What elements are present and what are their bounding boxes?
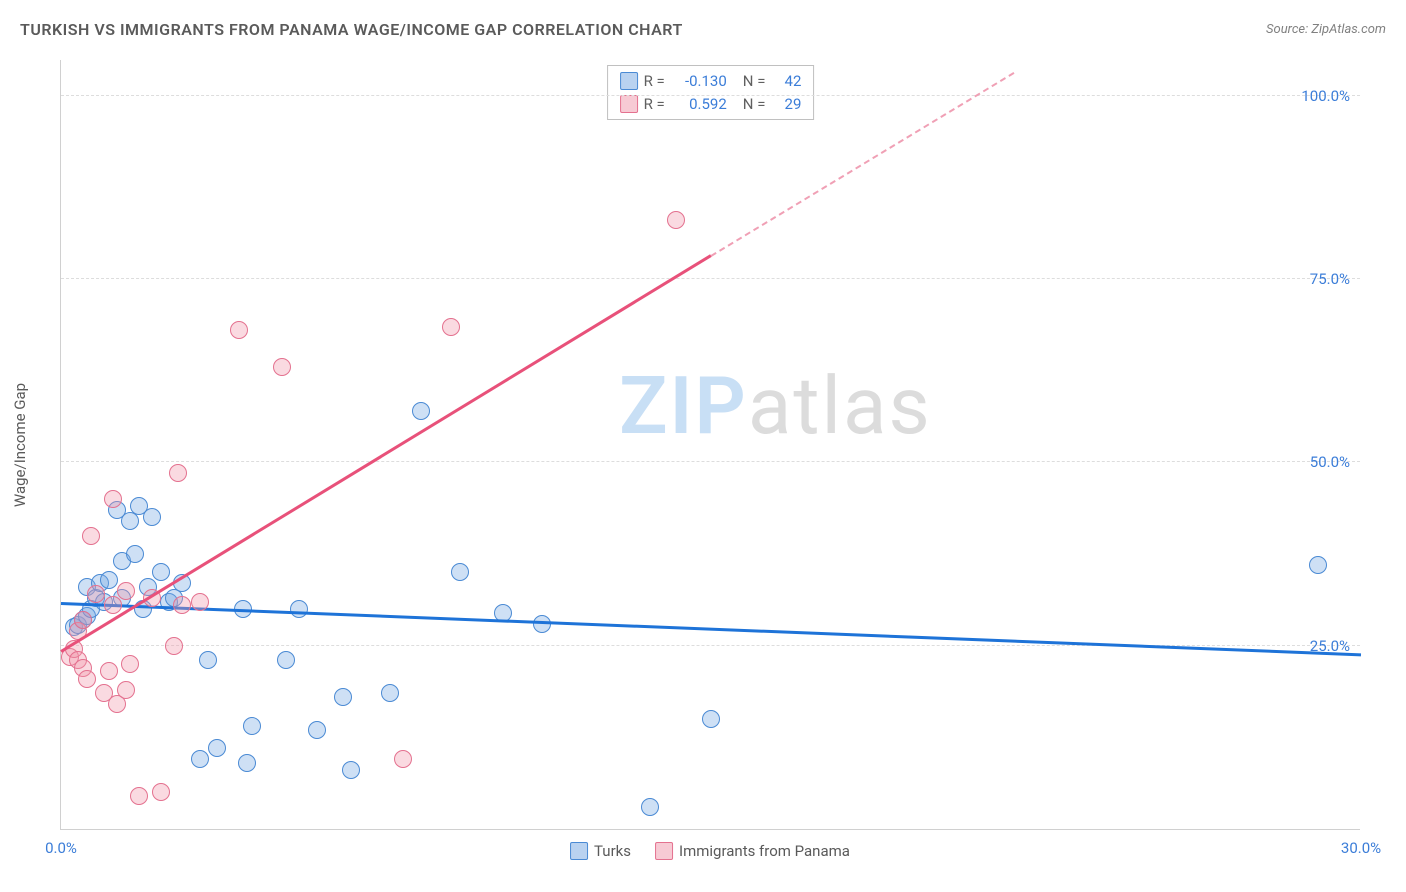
stat-n-turks: 42 <box>771 70 801 93</box>
data-point <box>173 596 191 614</box>
data-point <box>277 651 295 669</box>
y-tick-label: 100.0% <box>1301 87 1350 105</box>
data-point <box>165 637 183 655</box>
data-point <box>152 783 170 801</box>
data-point <box>100 571 118 589</box>
data-point <box>381 684 399 702</box>
watermark-atlas: atlas <box>748 359 932 453</box>
stat-n-label: N = <box>743 70 766 93</box>
data-point <box>104 490 122 508</box>
y-tick-label: 50.0% <box>1310 453 1350 471</box>
data-point <box>667 211 685 229</box>
data-point <box>74 611 92 629</box>
data-point <box>121 655 139 673</box>
chart-legend: Turks Immigrants from Panama <box>570 842 850 860</box>
data-point <box>143 508 161 526</box>
chart-area: Wage/Income Gap ZIPatlas R = -0.130 N = … <box>60 60 1360 830</box>
stat-r-label: R = <box>644 70 665 93</box>
x-tick-label: 0.0% <box>45 839 77 857</box>
stat-r-panama: 0.592 <box>671 93 727 116</box>
scatter-plot: ZIPatlas R = -0.130 N = 42 R = 0.592 N =… <box>60 60 1360 830</box>
swatch-blue-icon <box>620 72 638 90</box>
legend-item-panama: Immigrants from Panama <box>655 842 850 860</box>
stat-n-label-2: N = <box>743 93 766 116</box>
data-point <box>191 750 209 768</box>
swatch-pink-icon <box>620 95 638 113</box>
data-point <box>169 464 187 482</box>
data-point <box>191 593 209 611</box>
data-point <box>342 761 360 779</box>
data-point <box>1309 556 1327 574</box>
regression-line <box>61 602 1361 656</box>
stats-row-panama: R = 0.592 N = 29 <box>620 93 802 116</box>
data-point <box>117 582 135 600</box>
data-point <box>702 710 720 728</box>
data-point <box>238 754 256 772</box>
gridline <box>61 278 1360 279</box>
stats-row-turks: R = -0.130 N = 42 <box>620 70 802 93</box>
data-point <box>117 681 135 699</box>
stat-r-turks: -0.130 <box>671 70 727 93</box>
data-point <box>243 717 261 735</box>
data-point <box>641 798 659 816</box>
data-point <box>199 651 217 669</box>
data-point <box>78 670 96 688</box>
legend-label-panama: Immigrants from Panama <box>679 842 850 860</box>
data-point <box>208 739 226 757</box>
regression-line <box>60 254 712 653</box>
data-point <box>82 527 100 545</box>
x-tick-label: 30.0% <box>1341 839 1381 857</box>
data-point <box>290 600 308 618</box>
stat-n-panama: 29 <box>771 93 801 116</box>
data-point <box>451 563 469 581</box>
source-label: Source: ZipAtlas.com <box>1266 22 1386 37</box>
watermark-zip: ZIP <box>619 359 748 453</box>
data-point <box>230 321 248 339</box>
y-tick-label: 75.0% <box>1310 270 1350 288</box>
data-point <box>104 596 122 614</box>
gridline <box>61 95 1360 96</box>
data-point <box>308 721 326 739</box>
data-point <box>334 688 352 706</box>
gridline <box>61 461 1360 462</box>
chart-title: TURKISH VS IMMIGRANTS FROM PANAMA WAGE/I… <box>20 20 683 39</box>
data-point <box>394 750 412 768</box>
data-point <box>100 662 118 680</box>
data-point <box>152 563 170 581</box>
data-point <box>442 318 460 336</box>
legend-swatch-blue-icon <box>570 842 588 860</box>
y-axis-label: Wage/Income Gap <box>11 383 29 507</box>
data-point <box>130 787 148 805</box>
data-point <box>87 585 105 603</box>
watermark: ZIPatlas <box>619 359 932 453</box>
legend-item-turks: Turks <box>570 842 631 860</box>
data-point <box>126 545 144 563</box>
stat-r-label-2: R = <box>644 93 665 116</box>
stats-box: R = -0.130 N = 42 R = 0.592 N = 29 <box>607 65 815 120</box>
legend-label-turks: Turks <box>594 842 631 860</box>
data-point <box>273 358 291 376</box>
data-point <box>412 402 430 420</box>
legend-swatch-pink-icon <box>655 842 673 860</box>
